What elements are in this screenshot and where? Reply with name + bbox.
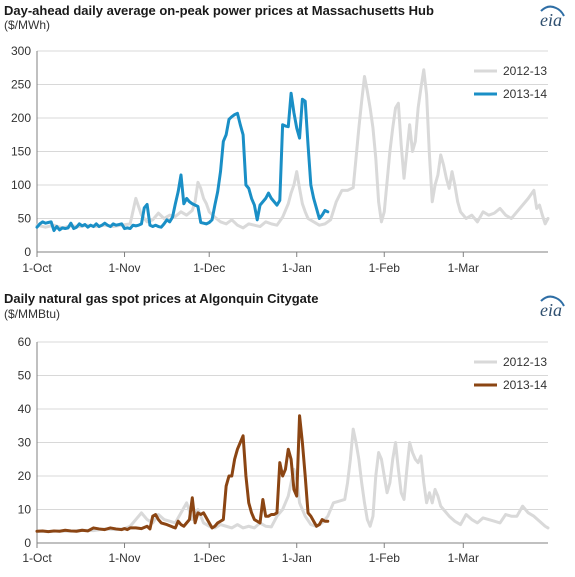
x-tick-label: 1-Dec (193, 551, 225, 565)
y-tick-label: 20 (18, 469, 32, 483)
legend-label-2012-13: 2012-13 (503, 355, 547, 369)
x-tick-label: 1-Nov (109, 261, 141, 275)
y-tick-label: 50 (18, 212, 32, 226)
x-tick-label: 1-Dec (193, 261, 225, 275)
y-tick-label: 0 (24, 536, 31, 550)
eia-logo-text: eia (540, 10, 562, 30)
y-tick-label: 10 (18, 503, 32, 517)
x-tick-label: 1-Mar (448, 261, 479, 275)
legend-label-2013-14: 2013-14 (503, 87, 547, 101)
y-tick-label: 250 (11, 78, 31, 92)
x-tick-label: 1-Oct (22, 551, 52, 565)
power-chart-title: Day-ahead daily average on-peak power pr… (4, 3, 434, 18)
power-chart-unit: ($/MWh) (4, 18, 50, 32)
x-tick-label: 1-Jan (282, 261, 312, 275)
y-tick-label: 200 (11, 111, 31, 125)
y-tick-label: 150 (11, 145, 31, 159)
legend-label-2013-14: 2013-14 (503, 378, 547, 392)
y-tick-label: 50 (18, 369, 32, 383)
eia-logo-swoosh (540, 5, 565, 17)
gas-price-chart: Daily natural gas spot prices at Algonqu… (4, 291, 565, 565)
power-price-chart: Day-ahead daily average on-peak power pr… (4, 3, 565, 275)
x-tick-label: 1-Mar (448, 551, 479, 565)
gas-chart-title: Daily natural gas spot prices at Algonqu… (4, 291, 318, 306)
y-tick-label: 30 (18, 436, 32, 450)
y-tick-label: 300 (11, 44, 31, 58)
gas-legend: 2012-13 2013-14 (474, 355, 547, 392)
power-plot-area: 0 50 100 150 200 250 300 1-Oct 1-Nov 1-Dec 1-Jan 1-… (11, 44, 550, 275)
series-line-2012-13 (35, 427, 550, 534)
y-tick-label: 0 (24, 245, 31, 259)
legend-label-2012-13: 2012-13 (503, 64, 547, 78)
y-tick-label: 40 (18, 402, 32, 416)
eia-logo-2: eia (540, 295, 565, 320)
y-tick-label: 100 (11, 178, 31, 192)
x-tick-label: 1-Oct (22, 261, 52, 275)
y-tick-label: 60 (18, 335, 32, 349)
x-tick-label: 1-Jan (282, 551, 312, 565)
eia-logo-swoosh-2 (540, 295, 565, 307)
eia-logo: eia (540, 5, 565, 30)
x-tick-label: 1-Feb (369, 551, 401, 565)
gas-plot-area: 0 10 20 30 40 50 60 1-Oct 1-Nov 1-Dec 1-Jan 1-Feb 1-… (18, 335, 550, 565)
x-tick-label: 1-Feb (369, 261, 401, 275)
eia-logo-text-2: eia (540, 300, 562, 320)
series-line-2013-14 (35, 91, 330, 233)
x-tick-label: 1-Nov (109, 551, 141, 565)
gas-chart-unit: ($/MMBtu) (4, 307, 60, 321)
series-line-2013-14 (35, 414, 330, 534)
power-legend: 2012-13 2013-14 (474, 64, 547, 101)
